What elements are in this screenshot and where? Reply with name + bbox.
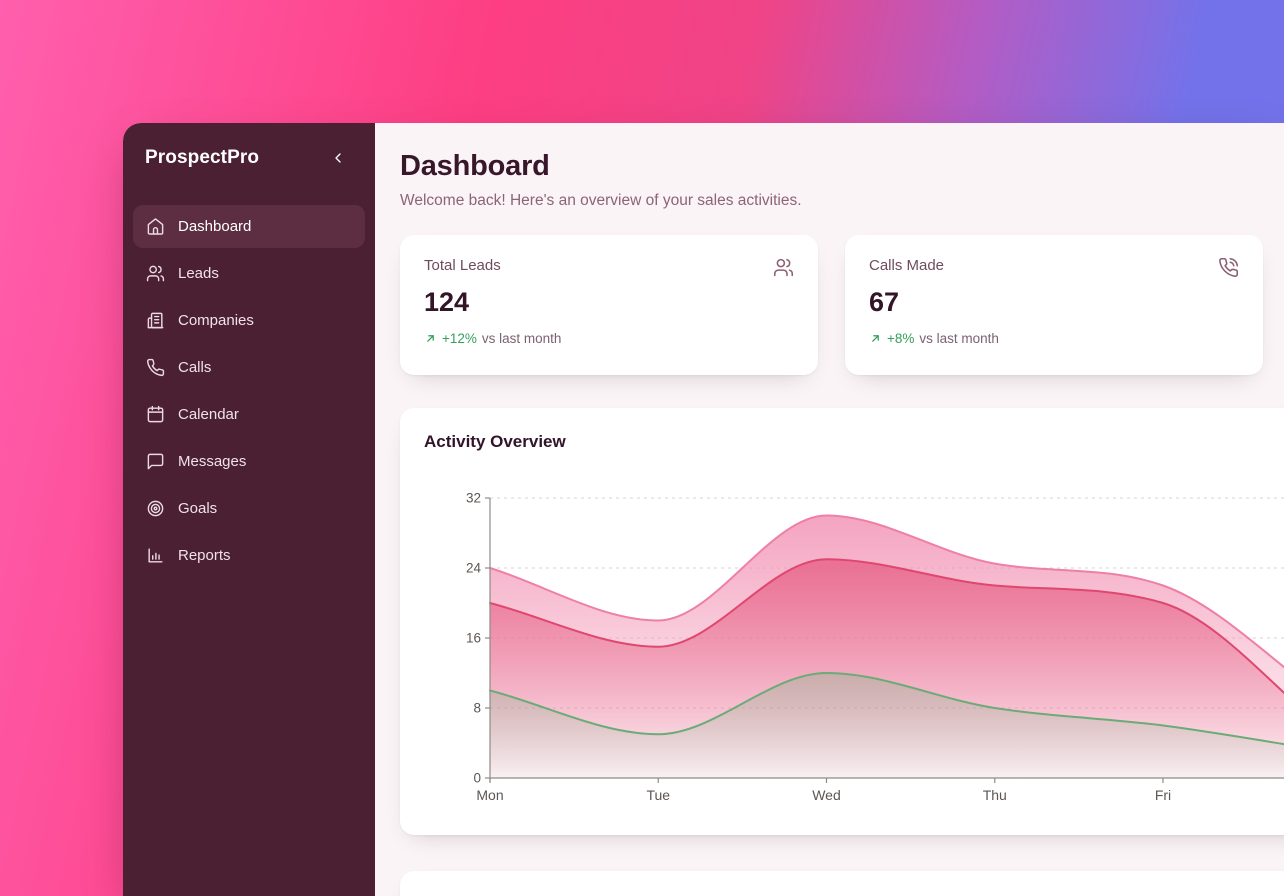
app-window: ProspectPro Dashboard Leads Companies Ca… xyxy=(123,123,1284,896)
chevron-left-icon xyxy=(335,153,341,163)
sidebar-item-goals[interactable]: Goals xyxy=(133,487,365,530)
sidebar-item-companies[interactable]: Companies xyxy=(133,299,365,342)
calendar-icon-wrap xyxy=(146,405,165,424)
users-icon-wrap xyxy=(773,257,794,278)
svg-text:Tue: Tue xyxy=(646,787,670,803)
stat-label: Calls Made xyxy=(869,257,945,274)
sidebar-item-label: Reports xyxy=(178,547,231,564)
sidebar-item-calendar[interactable]: Calendar xyxy=(133,393,365,436)
svg-text:Wed: Wed xyxy=(812,787,841,803)
stat-value: 124 xyxy=(424,287,470,317)
stat-trend: +12% vs last month xyxy=(424,331,794,346)
bar-chart-icon xyxy=(148,548,163,563)
sidebar-item-label: Messages xyxy=(178,453,247,470)
brand-title: ProspectPro xyxy=(145,147,260,168)
svg-text:8: 8 xyxy=(473,701,481,716)
arrow-up-right-icon xyxy=(872,335,879,342)
sidebar-item-messages[interactable]: Messages xyxy=(133,440,365,483)
svg-text:0: 0 xyxy=(473,771,481,786)
building-icon xyxy=(147,312,164,329)
sidebar-item-label: Goals xyxy=(178,500,218,517)
sidebar-item-label: Calls xyxy=(178,359,212,376)
bar-chart-icon-wrap xyxy=(146,546,165,565)
sidebar-item-label: Companies xyxy=(178,312,254,329)
sidebar-header: ProspectPro xyxy=(123,123,375,171)
activity-overview-card: Activity Overview 0 8 16 24 32 Mon Tue Wed Thu Fr… xyxy=(400,408,1284,835)
svg-text:32: 32 xyxy=(466,491,481,506)
stat-delta: +12% xyxy=(442,331,477,346)
users-icon xyxy=(146,265,165,282)
sidebar-item-label: Calendar xyxy=(178,406,239,423)
svg-text:Fri: Fri xyxy=(1155,787,1171,803)
arrow-up-right-icon xyxy=(427,335,434,342)
calendar-icon xyxy=(147,405,164,423)
phone-icon-wrap xyxy=(146,358,165,377)
page-title: Dashboard xyxy=(400,150,550,182)
stat-label: Total Leads xyxy=(424,257,501,274)
svg-text:Mon: Mon xyxy=(476,787,503,803)
users-icon-wrap xyxy=(146,264,165,283)
stat-card-total-leads: Total Leads 124 +12% vs last month xyxy=(400,235,818,375)
chart-title: Activity Overview xyxy=(424,432,566,451)
phone-call-icon-wrap xyxy=(1218,257,1239,278)
page-subtitle: Welcome back! Here's an overview of your… xyxy=(400,192,802,209)
partial-card-below xyxy=(400,871,1284,896)
target-icon-wrap xyxy=(146,499,165,518)
message-square-icon-wrap xyxy=(146,452,165,471)
building-icon-wrap xyxy=(146,311,165,330)
sidebar: ProspectPro Dashboard Leads Companies Ca… xyxy=(123,123,375,896)
stats-row: Total Leads 124 +12% vs last month Calls… xyxy=(400,235,1284,375)
collapse-sidebar-button[interactable] xyxy=(327,147,349,169)
users-icon xyxy=(773,258,794,277)
message-square-icon xyxy=(147,453,164,470)
sidebar-item-reports[interactable]: Reports xyxy=(133,534,365,577)
sidebar-item-leads[interactable]: Leads xyxy=(133,252,365,295)
svg-text:24: 24 xyxy=(466,561,482,576)
svg-text:Thu: Thu xyxy=(983,787,1007,803)
stat-card-calls-made: Calls Made 67 +8% vs last month xyxy=(845,235,1263,375)
home-icon xyxy=(147,218,164,235)
stat-value: 67 xyxy=(869,287,900,317)
stat-trend: +8% vs last month xyxy=(869,331,1239,346)
svg-text:16: 16 xyxy=(466,631,481,646)
sidebar-item-calls[interactable]: Calls xyxy=(133,346,365,389)
home-icon-wrap xyxy=(146,217,165,236)
sidebar-item-label: Dashboard xyxy=(178,218,252,235)
phone-icon xyxy=(146,358,165,377)
phone-call-icon xyxy=(1219,257,1239,277)
sidebar-nav: Dashboard Leads Companies Calls Calendar… xyxy=(123,205,375,577)
target-icon xyxy=(147,500,164,517)
main-content: Dashboard Welcome back! Here's an overvi… xyxy=(375,123,1284,896)
activity-chart[interactable]: 08162432MonTueWedThuFriSat xyxy=(424,478,1284,818)
sidebar-item-dashboard[interactable]: Dashboard xyxy=(133,205,365,248)
stat-delta-note: vs last month xyxy=(919,331,999,346)
stat-delta-note: vs last month xyxy=(481,331,562,346)
sidebar-item-label: Leads xyxy=(178,265,219,282)
stat-delta: +8% xyxy=(887,331,915,346)
